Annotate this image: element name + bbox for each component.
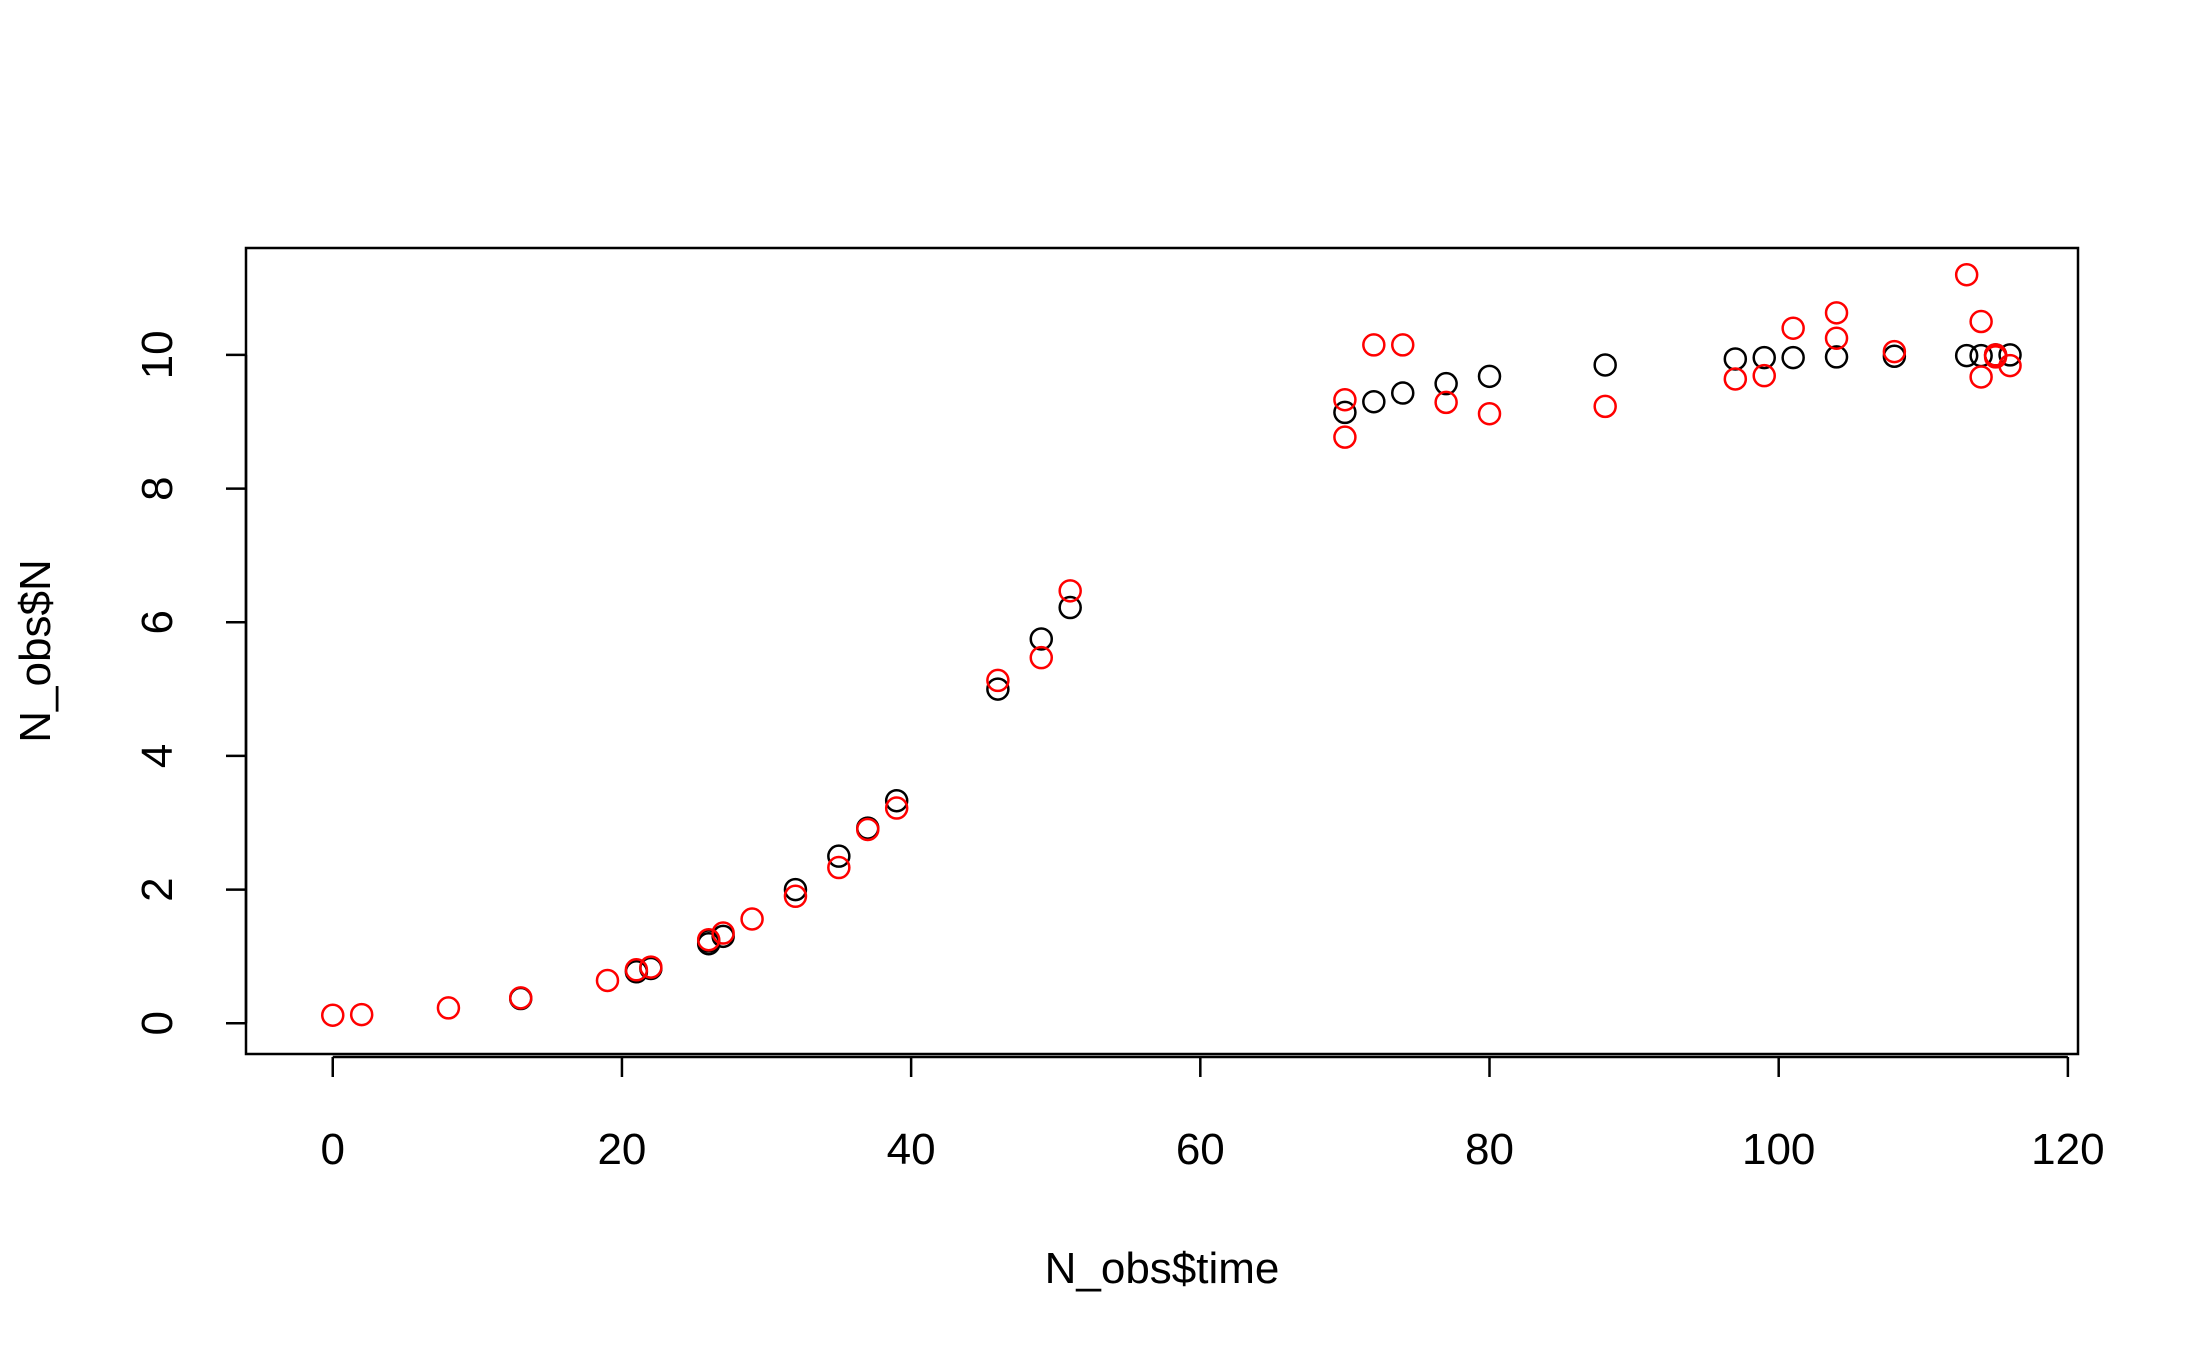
data-point <box>1029 627 1054 651</box>
data-point <box>1434 390 1458 415</box>
data-point <box>986 677 1010 701</box>
data-point <box>624 958 649 982</box>
data-point <box>1362 389 1386 414</box>
data-point <box>1824 345 1849 369</box>
data-point <box>711 921 735 945</box>
x-tick-label: 40 <box>887 1125 936 1174</box>
y-tick-label: 6 <box>133 610 182 634</box>
y-tick-label: 0 <box>133 1011 182 1035</box>
data-point <box>1477 401 1502 426</box>
data-point <box>436 996 461 1020</box>
data-point <box>1434 371 1458 396</box>
data-point <box>1781 316 1805 340</box>
data-point <box>1882 339 1907 364</box>
data-point <box>740 907 764 931</box>
data-point <box>1969 365 1993 389</box>
data-point <box>1954 262 1979 287</box>
data-point <box>1058 579 1082 603</box>
data-point <box>884 796 909 820</box>
data-point <box>1362 333 1386 357</box>
data-point <box>595 968 620 993</box>
y-tick-label: 8 <box>133 476 182 500</box>
x-axis-title: N_obs$time <box>1045 1244 1280 1293</box>
data-point <box>639 955 663 979</box>
x-tick-label: 100 <box>1742 1125 1815 1174</box>
x-tick-label: 120 <box>2031 1125 2104 1174</box>
data-point <box>783 877 808 902</box>
x-tick-label: 80 <box>1465 1125 1514 1174</box>
data-point <box>1969 309 1993 334</box>
data-point <box>321 1003 345 1027</box>
data-point <box>1477 364 1502 389</box>
y-axis: 0 2 4 6 8 10 <box>133 330 248 1035</box>
y-tick-label: 10 <box>133 330 182 379</box>
data-point <box>1752 363 1776 388</box>
data-point <box>1752 345 1776 370</box>
data-point <box>827 844 851 868</box>
data-point <box>1593 394 1617 419</box>
y-tick-label: 4 <box>133 744 182 768</box>
data-point <box>783 884 808 909</box>
x-tick-label: 60 <box>1176 1125 1225 1174</box>
data-point <box>1390 333 1415 357</box>
data-point <box>1998 353 2022 378</box>
data-point <box>1998 343 2022 367</box>
data-point <box>1824 326 1849 350</box>
data-point <box>1593 353 1617 377</box>
data-point <box>1333 425 1357 449</box>
data-point <box>1954 343 1979 368</box>
data-point <box>1058 595 1082 620</box>
data-point <box>884 788 909 813</box>
data-point <box>1723 367 1748 391</box>
x-axis: 0 20 40 60 80 100 120 <box>321 1055 2105 1174</box>
data-point <box>1333 400 1357 425</box>
data-point <box>1029 645 1054 670</box>
data-point <box>827 855 851 880</box>
data-point <box>1824 301 1849 325</box>
x-tick-label: 0 <box>321 1125 345 1174</box>
x-tick-label: 20 <box>597 1125 646 1174</box>
data-point <box>1333 387 1357 412</box>
y-tick-label: 2 <box>133 877 182 901</box>
data-points <box>321 262 2022 1027</box>
data-point <box>508 986 533 1010</box>
data-point <box>349 1002 374 1027</box>
data-point <box>696 927 721 952</box>
data-point <box>1390 381 1415 405</box>
series-1 <box>321 262 2022 1027</box>
y-axis-title: N_obs$N <box>11 559 60 742</box>
data-point <box>856 817 880 842</box>
data-point <box>1781 345 1805 370</box>
data-point <box>986 668 1010 693</box>
